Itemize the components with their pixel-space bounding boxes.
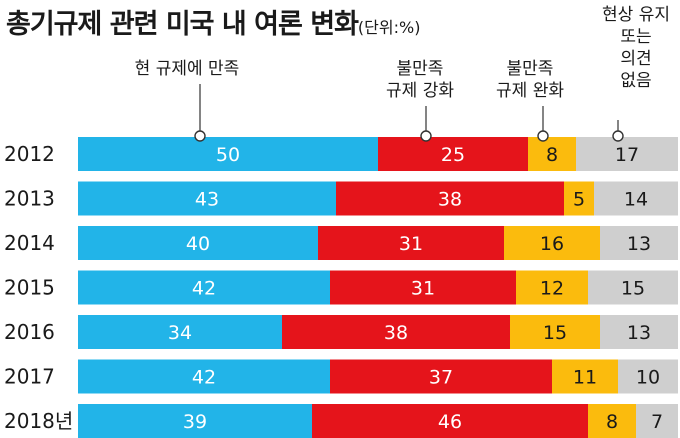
data-label: 31 xyxy=(411,278,435,300)
bar-segment xyxy=(618,359,678,394)
legend-marker xyxy=(612,130,624,142)
bar-segment xyxy=(378,137,528,171)
bar-segment xyxy=(78,137,378,171)
data-label: 16 xyxy=(540,233,564,255)
bar-segment xyxy=(336,181,564,216)
bar-segment xyxy=(282,315,510,349)
data-label: 42 xyxy=(192,278,216,300)
bar-segment xyxy=(552,359,618,394)
bar-segment xyxy=(588,270,678,305)
data-label: 5 xyxy=(573,189,585,211)
data-label: 42 xyxy=(192,367,216,389)
year-label: 2016 xyxy=(4,320,55,344)
bar-segment xyxy=(600,315,678,349)
data-label: 38 xyxy=(384,322,408,344)
bar-segment xyxy=(600,226,678,260)
bar-segment xyxy=(318,226,504,260)
bar-segment xyxy=(576,137,678,171)
bar-segment xyxy=(510,315,600,349)
data-label: 38 xyxy=(438,189,462,211)
data-label: 13 xyxy=(627,233,651,255)
data-label: 25 xyxy=(441,144,465,166)
bar-segment xyxy=(78,404,312,438)
bar-segment xyxy=(528,137,576,171)
data-label: 46 xyxy=(438,411,462,433)
bar-segment xyxy=(78,270,330,305)
legend-label: 현상 유지 또는 의견 없음 xyxy=(602,5,670,91)
bar-segment xyxy=(588,404,636,438)
legend-marker xyxy=(537,130,549,142)
legend-label: 현 규제에 만족 xyxy=(134,59,240,79)
data-label: 15 xyxy=(543,322,567,344)
data-label: 39 xyxy=(183,411,207,433)
legend-label: 불만족 규제 강화 xyxy=(386,59,454,101)
bar-segment xyxy=(594,181,678,216)
bar-segment xyxy=(78,181,336,216)
bar-segment xyxy=(78,359,330,394)
year-label: 2017 xyxy=(4,365,55,389)
data-label: 34 xyxy=(168,322,192,344)
data-label: 31 xyxy=(399,233,423,255)
chart-title: 총기규제 관련 미국 내 여론 변화(단위:%) xyxy=(6,2,420,41)
data-label: 11 xyxy=(573,367,597,389)
bar-segment xyxy=(330,359,552,394)
data-label: 12 xyxy=(540,278,564,300)
bar-segment xyxy=(78,315,282,349)
data-label: 37 xyxy=(429,367,453,389)
data-label: 13 xyxy=(627,322,651,344)
legend-label: 불만족 규제 완화 xyxy=(496,59,564,101)
unit-label: (단위:%) xyxy=(357,18,421,37)
bar-segment xyxy=(564,181,594,216)
bar-segment xyxy=(504,226,600,260)
data-label: 14 xyxy=(624,189,648,211)
data-label: 10 xyxy=(636,367,660,389)
year-label: 2014 xyxy=(4,231,55,255)
bar-segment xyxy=(312,404,588,438)
bar-segment xyxy=(516,270,588,305)
year-label: 2018년 xyxy=(4,409,73,433)
legend-marker xyxy=(194,130,206,142)
data-label: 7 xyxy=(651,411,663,433)
bar-segment xyxy=(330,270,516,305)
year-label: 2015 xyxy=(4,276,55,300)
data-label: 40 xyxy=(186,233,210,255)
legend-marker xyxy=(420,130,432,142)
data-label: 8 xyxy=(546,144,558,166)
bar-segment xyxy=(78,226,318,260)
year-label: 2013 xyxy=(4,187,55,211)
data-label: 17 xyxy=(615,144,639,166)
data-label: 50 xyxy=(216,144,240,166)
data-label: 8 xyxy=(606,411,618,433)
data-label: 43 xyxy=(195,189,219,211)
chart-title-text: 총기규제 관련 미국 내 여론 변화 xyxy=(6,9,359,40)
data-label: 15 xyxy=(621,278,645,300)
year-label: 2012 xyxy=(4,142,55,166)
bar-segment xyxy=(636,404,678,438)
